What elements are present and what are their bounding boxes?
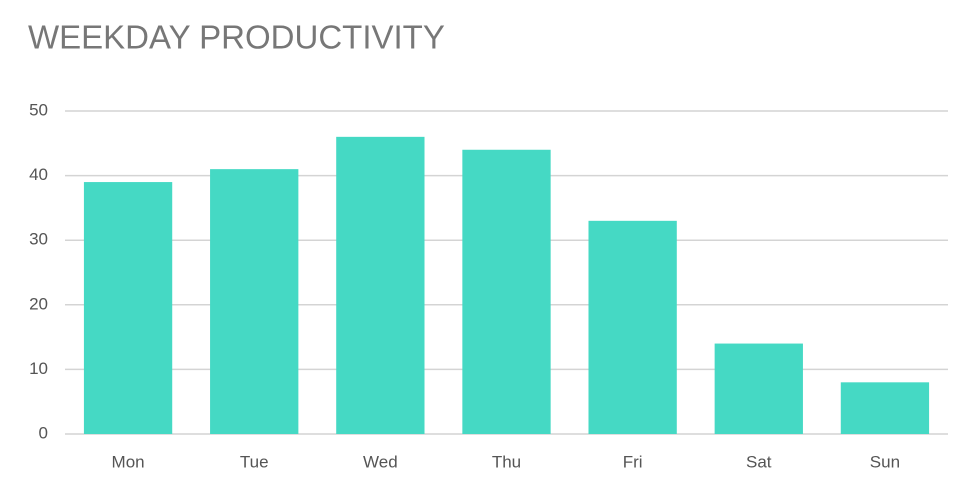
x-tick-label: Mon: [112, 452, 145, 471]
bar: [83, 182, 173, 434]
x-tick-label: Wed: [363, 452, 398, 471]
y-tick-label: 0: [39, 423, 48, 442]
bar: [588, 220, 677, 434]
x-tick-label: Sat: [746, 452, 772, 471]
bar: [840, 382, 930, 434]
x-tick-label: Tue: [240, 452, 269, 471]
y-tick-label: 30: [29, 230, 48, 249]
chart-title: WEEKDAY PRODUCTIVITY: [28, 19, 445, 56]
y-tick-label: 10: [29, 359, 48, 378]
bar: [336, 136, 425, 434]
x-tick-label: Fri: [623, 452, 643, 471]
x-tick-label: Sun: [870, 452, 900, 471]
x-tick-label: Thu: [492, 452, 521, 471]
y-tick-label: 50: [29, 100, 48, 119]
y-tick-label: 40: [29, 165, 48, 184]
bar: [462, 149, 551, 434]
bar: [714, 343, 803, 434]
y-tick-label: 20: [29, 294, 48, 313]
bar: [210, 169, 299, 434]
